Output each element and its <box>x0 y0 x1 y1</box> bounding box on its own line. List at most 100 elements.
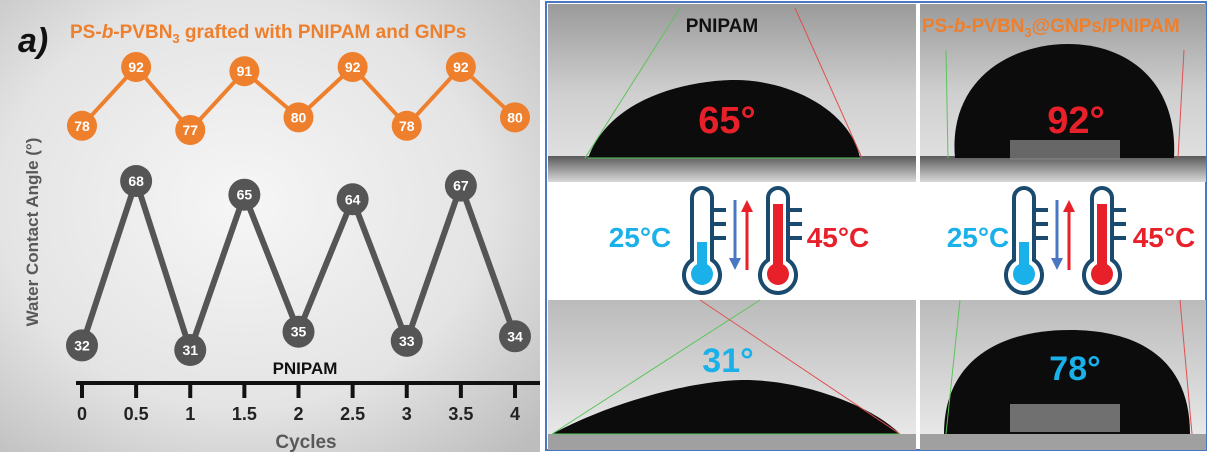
pnipam-45c-angle: 65° <box>698 100 755 142</box>
composite-25c-angle: 78° <box>1049 350 1100 388</box>
data-label: 92 <box>128 59 144 75</box>
x-tick-label: 3.5 <box>448 404 473 424</box>
data-point <box>174 334 207 366</box>
x-tick-label: 0 <box>77 404 87 424</box>
data-point <box>121 52 152 82</box>
tangent-line-right <box>1179 299 1193 435</box>
data-label: 78 <box>399 118 415 134</box>
data-point <box>499 320 531 353</box>
series-0: 78 92 77 91 80 92 78 92 80 <box>67 52 530 145</box>
pnipam-25c-angle: 31° <box>702 342 753 380</box>
panel-a: a) PS-b-PVBN3 grafted with PNIPAM and GN… <box>0 0 540 453</box>
data-label: 92 <box>345 59 361 75</box>
data-label: 32 <box>74 337 90 353</box>
photo-stage <box>920 156 1206 182</box>
data-label: 91 <box>237 63 253 79</box>
cold-temp-label: 25°C <box>947 222 1010 253</box>
temperature-switch-left: 25°C 45° <box>609 186 870 295</box>
x-ticks <box>80 383 517 398</box>
cold-temp-label: 25°C <box>609 222 672 253</box>
data-point <box>67 110 97 141</box>
x-tick-label: 1.5 <box>232 404 257 424</box>
data-label: 33 <box>399 333 415 349</box>
data-point <box>500 102 530 133</box>
photo-stage <box>548 434 916 450</box>
series-layer: 78 92 77 91 80 92 78 92 80 32 68 31 65 35 64 33 67 34 <box>66 52 531 366</box>
thermometer-cold-icon <box>1004 186 1048 295</box>
data-label: 77 <box>182 122 198 138</box>
data-label: 35 <box>291 324 307 340</box>
data-point <box>120 165 153 197</box>
thermometer-hot-icon <box>758 186 802 295</box>
data-point <box>337 52 368 82</box>
data-point <box>391 110 422 141</box>
data-point <box>229 56 260 87</box>
x-tick-label: 2 <box>293 404 303 424</box>
data-point <box>336 183 369 216</box>
tangent-line-right <box>1177 49 1185 159</box>
y-axis-label: Water Contact Angle (°) <box>23 138 42 327</box>
data-point <box>228 178 261 211</box>
x-tick-label: 0.5 <box>124 404 149 424</box>
data-label: 64 <box>345 191 361 207</box>
series-1: 32 68 31 65 35 64 33 67 34 <box>66 165 531 366</box>
panel-a-title: PS-b-PVBN3 grafted with PNIPAM and GNPs <box>70 22 466 46</box>
x-tick-labels: 0 0.5 1 1.5 2 2.5 3 3.5 4 <box>77 404 520 424</box>
water-droplet <box>552 380 900 434</box>
tangent-line-right <box>699 299 901 435</box>
droplet-reflection <box>1010 404 1120 432</box>
data-label: 92 <box>453 59 469 75</box>
x-axis: 0 0.5 1 1.5 2 2.5 3 3.5 4 <box>76 381 540 424</box>
data-point <box>445 52 476 82</box>
photo-stage <box>548 156 916 182</box>
data-label: 78 <box>74 118 90 134</box>
data-point <box>175 115 206 145</box>
data-label: 65 <box>237 187 253 203</box>
photo-composite-45c <box>920 4 1206 182</box>
composite-45c-angle: 92° <box>1047 100 1104 142</box>
data-label: 34 <box>507 328 523 344</box>
thermometer-cold-icon <box>682 186 726 295</box>
tangent-line-left <box>945 49 949 159</box>
water-droplet <box>954 44 1175 158</box>
droplet-reflection <box>1010 140 1120 160</box>
water-droplet <box>944 330 1190 434</box>
tangent-line-left <box>551 299 761 435</box>
photo-composite-25c <box>920 299 1206 450</box>
data-point <box>66 329 98 362</box>
data-label: 31 <box>182 342 198 358</box>
water-droplet <box>588 80 860 158</box>
x-tick-label: 3 <box>402 404 412 424</box>
x-tick-label: 4 <box>510 404 520 424</box>
x-axis-label: Cycles <box>275 432 336 452</box>
photo-pnipam-45c <box>548 4 916 182</box>
data-point <box>390 324 423 357</box>
tangent-line-right <box>794 7 863 159</box>
data-label: 80 <box>507 109 523 125</box>
col1-title: PNIPAM <box>686 16 758 37</box>
data-point <box>283 102 314 133</box>
x-tick-label: 1 <box>185 404 195 424</box>
data-point <box>282 315 315 348</box>
series-label-pnipam: PNIPAM <box>273 359 338 378</box>
data-point <box>444 169 477 202</box>
tangent-line-left <box>945 299 961 435</box>
panel-gap <box>540 0 546 452</box>
photo-pnipam-25c <box>548 299 916 450</box>
x-tick-label: 2.5 <box>340 404 365 424</box>
thermometer-hot-icon <box>1082 186 1126 295</box>
data-label: 80 <box>291 109 307 125</box>
hot-temp-label: 45°C <box>1133 222 1196 253</box>
panel-b: PNIPAM 65° PS-b-PVBN3@GNPs/PNIPAM 92° 31… <box>545 1 1207 451</box>
temperature-switch-right: 25°C 45° <box>947 186 1196 295</box>
switch-arrows-icon <box>729 200 753 270</box>
tangent-line-left <box>584 7 681 159</box>
data-label: 67 <box>453 178 469 194</box>
switch-arrows-icon <box>1051 200 1075 270</box>
panel-a-label: a) <box>18 22 48 60</box>
photo-stage <box>920 434 1206 450</box>
hot-temp-label: 45°C <box>807 222 870 253</box>
col2-title: PS-b-PVBN3@GNPs/PNIPAM <box>922 16 1180 40</box>
